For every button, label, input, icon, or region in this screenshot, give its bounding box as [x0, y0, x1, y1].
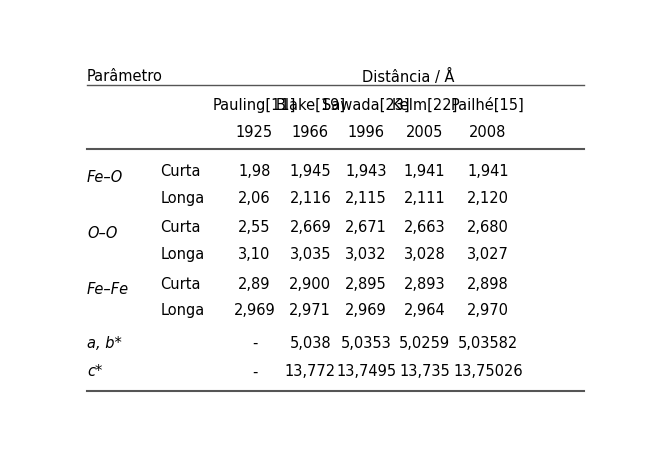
Text: 3,10: 3,10 [238, 246, 271, 261]
Text: 13,772: 13,772 [285, 364, 336, 379]
Text: 1,943: 1,943 [345, 164, 387, 179]
Text: Curta: Curta [160, 276, 201, 291]
Text: 2,964: 2,964 [403, 302, 445, 317]
Text: Parâmetro: Parâmetro [87, 69, 163, 84]
Text: 2008: 2008 [469, 125, 507, 140]
Text: -: - [252, 335, 257, 350]
Text: Distância / Å: Distância / Å [362, 69, 454, 85]
Text: 5,0259: 5,0259 [399, 335, 450, 350]
Text: 2,55: 2,55 [238, 220, 271, 235]
Text: Longa: Longa [160, 246, 205, 261]
Text: O–O: O–O [87, 226, 117, 241]
Text: Curta: Curta [160, 220, 201, 235]
Text: 1996: 1996 [348, 125, 384, 140]
Text: 2,116: 2,116 [290, 190, 331, 205]
Text: Sawada[23]: Sawada[23] [322, 97, 410, 112]
Text: 2,970: 2,970 [467, 302, 509, 317]
Text: 2,680: 2,680 [467, 220, 509, 235]
Text: 1,941: 1,941 [403, 164, 445, 179]
Text: 5,038: 5,038 [290, 335, 331, 350]
Text: 2,969: 2,969 [345, 302, 387, 317]
Text: 2,971: 2,971 [290, 302, 331, 317]
Text: 3,032: 3,032 [345, 246, 387, 261]
Text: 3,028: 3,028 [403, 246, 445, 261]
Text: Longa: Longa [160, 190, 205, 205]
Text: 2,663: 2,663 [403, 220, 445, 235]
Text: 2,900: 2,900 [290, 276, 331, 291]
Text: 2,89: 2,89 [238, 276, 271, 291]
Text: 1,941: 1,941 [467, 164, 509, 179]
Text: Curta: Curta [160, 164, 201, 179]
Text: 2,120: 2,120 [467, 190, 509, 205]
Text: 13,75026: 13,75026 [453, 364, 523, 379]
Text: Fe–O: Fe–O [87, 170, 123, 185]
Text: 3,027: 3,027 [467, 246, 509, 261]
Text: 2,671: 2,671 [345, 220, 387, 235]
Text: c*: c* [87, 364, 102, 379]
Text: Pauling[11]: Pauling[11] [213, 97, 296, 112]
Text: 2,898: 2,898 [467, 276, 509, 291]
Text: 2,115: 2,115 [345, 190, 387, 205]
Text: a, b*: a, b* [87, 335, 122, 350]
Text: 2,969: 2,969 [234, 302, 275, 317]
Text: -: - [252, 364, 257, 379]
Text: Fe–Fe: Fe–Fe [87, 282, 129, 297]
Text: 5,0353: 5,0353 [341, 335, 392, 350]
Text: 2,669: 2,669 [290, 220, 331, 235]
Text: 5,03582: 5,03582 [458, 335, 518, 350]
Text: 3,035: 3,035 [290, 246, 331, 261]
Text: 1925: 1925 [236, 125, 273, 140]
Text: 2,06: 2,06 [238, 190, 271, 205]
Text: 13,735: 13,735 [399, 364, 450, 379]
Text: 1966: 1966 [292, 125, 329, 140]
Text: 2,893: 2,893 [403, 276, 445, 291]
Text: 2005: 2005 [406, 125, 443, 140]
Text: Blake[19]: Blake[19] [275, 97, 345, 112]
Text: 13,7495: 13,7495 [336, 364, 396, 379]
Text: 2,895: 2,895 [345, 276, 387, 291]
Text: Pailhé[15]: Pailhé[15] [451, 97, 525, 112]
Text: 1,945: 1,945 [290, 164, 331, 179]
Text: Longa: Longa [160, 302, 205, 317]
Text: 1,98: 1,98 [238, 164, 271, 179]
Text: 2,111: 2,111 [403, 190, 445, 205]
Text: Kelm[22]: Kelm[22] [391, 97, 458, 112]
